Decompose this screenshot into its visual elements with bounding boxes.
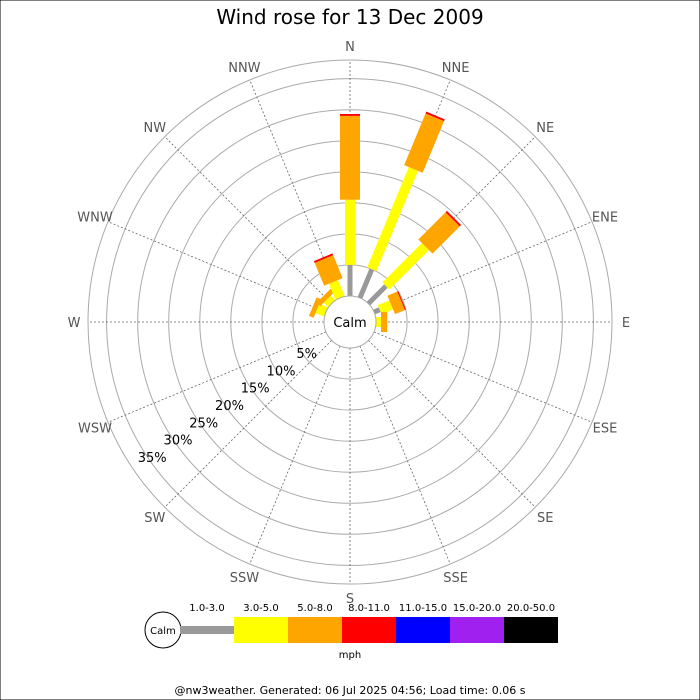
legend-swatch-bin-3 <box>288 617 342 643</box>
bar-ene-bin-4 <box>397 291 406 311</box>
direction-label-ene: ENE <box>592 210 618 225</box>
legend-label-bin-4: 8.0-11.0 <box>348 603 390 614</box>
legend-label-bin-2: 3.0-5.0 <box>243 603 278 614</box>
spoke-wnw <box>107 221 327 313</box>
bar-stack-ene <box>373 291 406 315</box>
bar-nne-bin-1 <box>357 268 375 299</box>
bar-nw-bin-2 <box>323 295 336 308</box>
bar-e-bin-2 <box>376 317 381 327</box>
bar-ne-bin-4 <box>445 210 462 227</box>
direction-label-nw: NW <box>144 121 167 136</box>
spoke-nnw <box>249 79 341 299</box>
spoke-ne <box>368 136 536 304</box>
legend-swatch-bin-4 <box>342 617 396 643</box>
legend-calm-label: Calm <box>150 626 176 637</box>
percent-label-15: 15% <box>241 382 270 397</box>
bar-n-bin-3 <box>340 115 360 200</box>
bar-ene-bin-1 <box>373 307 381 315</box>
spoke-wsw <box>107 331 327 423</box>
direction-label-sse: SSE <box>443 571 468 586</box>
bar-nw-bin-3 <box>316 288 335 307</box>
legend-label-bin-7: 20.0-50.0 <box>507 603 555 614</box>
bar-ne-bin-2 <box>382 243 429 290</box>
grid-ring-outer <box>87 59 613 585</box>
bar-stack-ne <box>366 210 462 306</box>
bar-nnw-bin-4 <box>313 253 334 263</box>
direction-label-se: SE <box>537 511 553 526</box>
direction-label-wsw: WSW <box>78 422 112 437</box>
chart-title: Wind rose for 13 Dec 2009 <box>216 5 483 29</box>
bar-n-bin-2 <box>345 199 355 265</box>
bar-nne-bin-2 <box>367 166 419 272</box>
spoke-ene <box>373 221 593 313</box>
spoke-sse <box>359 345 451 565</box>
legend-swatch-bin-5 <box>396 617 450 643</box>
legend-swatch-bin-7 <box>504 617 558 643</box>
percent-label-20: 20% <box>215 399 244 414</box>
calm-label: Calm <box>333 316 366 331</box>
direction-label-w: W <box>68 316 81 331</box>
speed-legend: Calm 1.0-3.0 3.0-5.0 5.0-8.0 8.0-11.0 11.0-15… <box>144 603 558 661</box>
legend-label-bin-1: 1.0-3.0 <box>189 603 224 614</box>
direction-label-e: E <box>622 316 630 331</box>
bar-n-bin-4 <box>340 114 360 116</box>
direction-label-ne: NE <box>536 121 554 136</box>
bar-ne-bin-3 <box>418 212 460 254</box>
bar-ene-bin-3 <box>387 291 406 315</box>
legend-swatch-bin-1 <box>180 626 234 634</box>
percent-label-25: 25% <box>189 416 218 431</box>
wind-bars <box>308 111 462 332</box>
bar-wnw-bin-2 <box>315 303 328 317</box>
spoke-sw <box>164 340 332 508</box>
direction-label-n: N <box>345 40 355 55</box>
spoke-ssw <box>249 345 341 565</box>
bar-ene-bin-2 <box>377 300 394 315</box>
bar-nne-bin-4 <box>425 111 445 122</box>
calm-circle <box>323 295 377 349</box>
legend-label-bin-5: 11.0-15.0 <box>399 603 447 614</box>
direction-label-s: S <box>346 592 354 607</box>
direction-label-sw: SW <box>144 511 165 526</box>
direction-labels: N NNE NE ENE E ESE SE SSE S SSW SW WSW W WNW NW NNW <box>68 40 631 607</box>
legend-swatch-bin-2 <box>234 617 288 643</box>
legend-label-bin-6: 15.0-20.0 <box>453 603 501 614</box>
footer-text: @nw3weather. Generated: 06 Jul 2025 04:5… <box>175 684 526 697</box>
grid-ring-30 <box>137 109 563 535</box>
bar-stack-nw <box>316 288 336 308</box>
bar-ne-bin-1 <box>366 284 388 306</box>
bar-stack-nne <box>357 111 445 299</box>
direction-label-nnw: NNW <box>228 61 260 76</box>
legend-unit: mph <box>339 650 361 661</box>
direction-label-nne: NNE <box>442 61 470 76</box>
percent-labels: 5%10% 15% 20% 25% 30% 35% <box>138 347 317 466</box>
direction-label-ssw: SSW <box>230 571 260 586</box>
spoke-se <box>368 340 536 508</box>
bar-nnw-bin-3 <box>314 255 343 286</box>
direction-label-ese: ESE <box>593 422 618 437</box>
percent-label-5: 5% <box>296 347 317 362</box>
legend-swatch-bin-6 <box>450 617 504 643</box>
percent-label-35: 35% <box>138 451 167 466</box>
spoke-nw <box>164 136 332 304</box>
bar-nnw-bin-2 <box>328 279 345 300</box>
percent-label-10: 10% <box>267 364 296 379</box>
bar-n-bin-1 <box>347 264 353 296</box>
bar-stack-n <box>340 114 360 296</box>
bar-stack-nnw <box>313 253 345 300</box>
calm-circle-group: Calm <box>323 295 377 349</box>
bar-stack-e <box>376 312 388 332</box>
direction-label-wnw: WNW <box>77 210 113 225</box>
legend-label-bin-3: 5.0-8.0 <box>297 603 332 614</box>
percent-label-30: 30% <box>164 434 193 449</box>
spoke-ese <box>373 331 593 423</box>
bar-e-bin-3 <box>381 312 388 332</box>
bar-nne-bin-3 <box>404 113 445 173</box>
